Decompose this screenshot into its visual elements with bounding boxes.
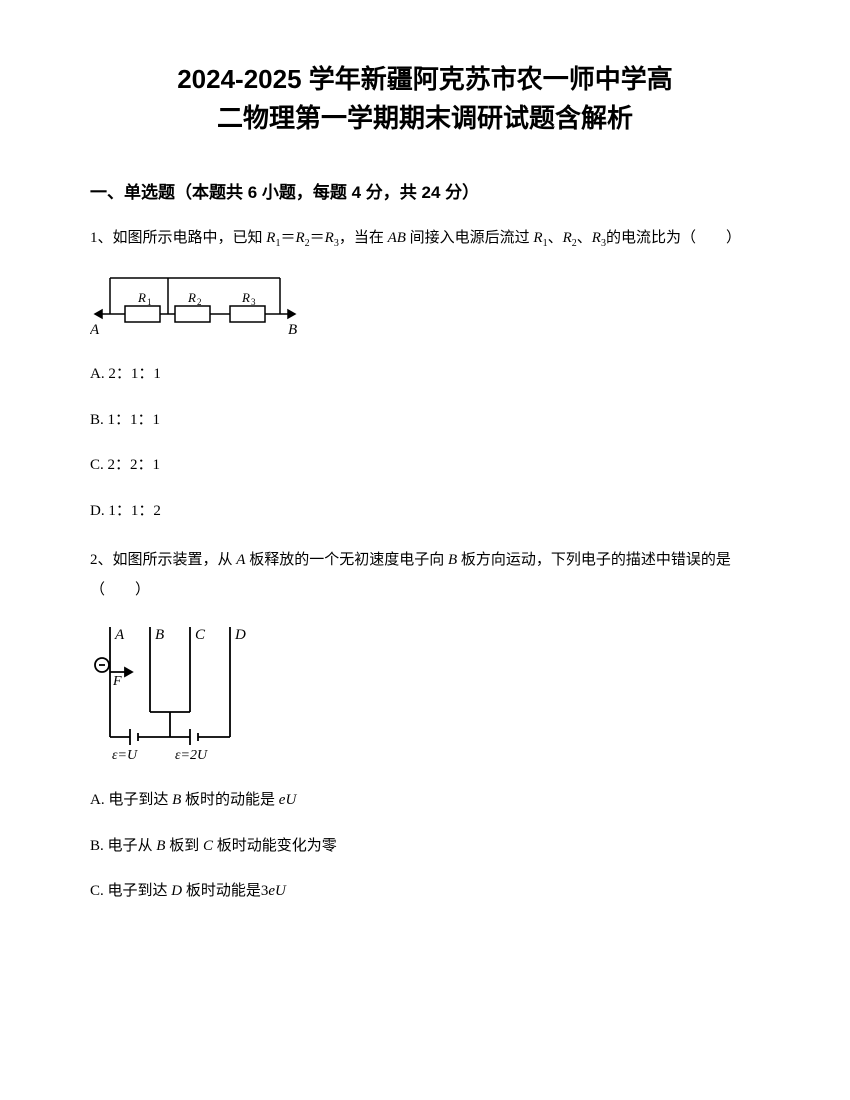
q1-suf2: 间接入电源后流过 <box>406 230 534 246</box>
question-2: 2、如图所示装置，从 A 板释放的一个无初速度电子向 B 板方向运动，下列电子的… <box>90 545 760 911</box>
svg-text:B: B <box>155 627 164 643</box>
q2-text: 2、如图所示装置，从 A 板释放的一个无初速度电子向 B 板方向运动，下列电子的… <box>90 545 760 605</box>
q2-options: A. 电子到达 B 板时的动能是 eU B. 电子从 B 板到 C 板时动能变化… <box>90 782 760 911</box>
svg-text:2: 2 <box>197 297 202 307</box>
svg-text:1: 1 <box>147 297 152 307</box>
svg-text:A: A <box>90 322 100 338</box>
svg-text:ε=2U: ε=2U <box>175 748 208 763</box>
q1-text: 1、如图所示电路中，已知 R1＝R2＝R3，当在 AB 间接入电源后流过 R1、… <box>90 223 760 254</box>
q2-prefix: 2、如图所示装置，从 <box>90 552 236 568</box>
svg-text:ε=U: ε=U <box>112 748 138 763</box>
question-1: 1、如图所示电路中，已知 R1＝R2＝R3，当在 AB 间接入电源后流过 R1、… <box>90 223 760 530</box>
svg-text:R: R <box>137 290 146 305</box>
title-line2: 二物理第一学期期末调研试题含解析 <box>90 99 760 138</box>
q1-optA: A. 2：1：1 <box>90 356 760 394</box>
svg-text:F: F <box>112 674 122 689</box>
q1-optD: D. 1：1：2 <box>90 493 760 531</box>
svg-text:A: A <box>114 627 125 643</box>
svg-text:R: R <box>241 290 250 305</box>
title-line1: 2024-2025 学年新疆阿克苏市农一师中学高 <box>90 60 760 99</box>
page-title: 2024-2025 学年新疆阿克苏市农一师中学高 二物理第一学期期末调研试题含解… <box>90 60 760 138</box>
q2-mid1: 板释放的一个无初速度电子向 <box>245 552 448 568</box>
q1-optB: B. 1：1：1 <box>90 402 760 440</box>
q1-prefix: 1、如图所示电路中，已知 <box>90 230 266 246</box>
q2-optB: B. 电子从 B 板到 C 板时动能变化为零 <box>90 828 760 866</box>
circuit-diagram-1: R 1 R 2 R 3 A B <box>90 266 760 341</box>
q1-options: A. 2：1：1 B. 1：1：1 C. 2：2：1 D. 1：1：2 <box>90 356 760 530</box>
svg-text:C: C <box>195 627 206 643</box>
circuit-diagram-2: A B C D F ε=U ε=2U <box>90 617 760 767</box>
svg-text:R: R <box>187 290 196 305</box>
q1-suf1: ，当在 <box>339 230 388 246</box>
svg-text:D: D <box>234 627 246 643</box>
section-header: 一、单选题（本题共 6 小题，每题 4 分，共 24 分） <box>90 178 760 203</box>
q1-optC: C. 2：2：1 <box>90 447 760 485</box>
q1-suf3: 的电流比为（ ） <box>606 230 741 246</box>
q2-optC: C. 电子到达 D 板时动能是3eU <box>90 873 760 911</box>
svg-text:B: B <box>288 322 297 338</box>
svg-text:3: 3 <box>251 297 256 307</box>
q2-optA: A. 电子到达 B 板时的动能是 eU <box>90 782 760 820</box>
